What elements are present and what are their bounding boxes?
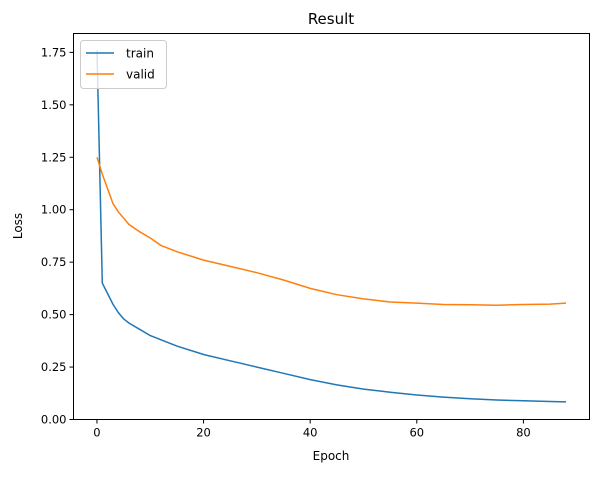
y-tick-label: 1.75 — [41, 45, 67, 59]
plot-frame — [73, 33, 590, 420]
y-tick-label: 1.00 — [41, 203, 67, 217]
y-tick-label: 0.25 — [41, 360, 67, 374]
y-tick-label: 0.75 — [41, 255, 67, 269]
series-line-valid — [96, 157, 567, 306]
y-axis-label: Loss — [11, 213, 25, 239]
x-tick-label: 80 — [516, 426, 531, 440]
y-tick-label: 0.50 — [41, 308, 67, 322]
y-tick-label: 1.25 — [41, 150, 67, 164]
x-tick-label: 20 — [196, 426, 211, 440]
chart-title: Result — [308, 10, 354, 28]
legend: train valid — [80, 40, 167, 89]
legend-label-valid: valid — [126, 68, 155, 82]
y-tick-label: 0.00 — [41, 413, 67, 427]
legend-label-train: train — [126, 47, 154, 61]
x-axis-label: Epoch — [313, 449, 350, 463]
series-line-train — [96, 50, 567, 403]
x-tick-label: 40 — [303, 426, 318, 440]
y-tick-label: 1.50 — [41, 98, 67, 112]
x-tick-label: 60 — [409, 426, 424, 440]
x-tick-label: 0 — [93, 426, 100, 440]
